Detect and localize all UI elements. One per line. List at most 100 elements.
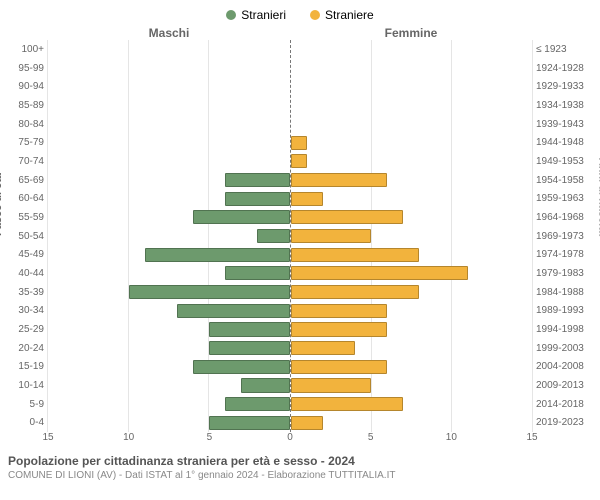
table-row (48, 301, 290, 320)
bar-female (291, 341, 355, 355)
birth-year-label: 1924-1928 (536, 59, 600, 78)
table-row (48, 245, 290, 264)
table-row (291, 376, 533, 395)
chart-subtitle: COMUNE DI LIONI (AV) - Dati ISTAT al 1° … (8, 470, 592, 481)
birth-year-labels: ≤ 19231924-19281929-19331934-19381939-19… (532, 40, 600, 432)
age-band-label: 35-39 (0, 283, 44, 302)
age-band-label: 60-64 (0, 189, 44, 208)
column-headers: Maschi Femmine (0, 26, 600, 40)
table-row (291, 339, 533, 358)
table-row (291, 283, 533, 302)
bar-female (291, 136, 307, 150)
table-row (48, 208, 290, 227)
bar-female (291, 322, 388, 336)
table-row (48, 339, 290, 358)
bar-female (291, 360, 388, 374)
header-male: Maschi (48, 26, 290, 40)
table-row (291, 115, 533, 134)
female-side (291, 40, 533, 432)
x-axis-female: 51015 (290, 432, 532, 448)
table-row (48, 171, 290, 190)
bar-male (225, 173, 289, 187)
table-row (291, 264, 533, 283)
bar-male (193, 360, 290, 374)
age-band-label: 15-19 (0, 357, 44, 376)
y-axis-label-left: Fasce di età (0, 173, 4, 236)
bar-female (291, 416, 323, 430)
x-tick: 5 (368, 432, 374, 443)
birth-year-label: 1929-1933 (536, 77, 600, 96)
age-band-label: 30-34 (0, 301, 44, 320)
bar-male (177, 304, 290, 318)
bar-male (225, 192, 289, 206)
age-band-label: 45-49 (0, 245, 44, 264)
table-row (48, 395, 290, 414)
table-row (291, 133, 533, 152)
birth-year-label: 2019-2023 (536, 413, 600, 432)
age-band-label: 0-4 (0, 413, 44, 432)
bar-male (193, 210, 290, 224)
table-row (291, 395, 533, 414)
x-tick: 10 (446, 432, 457, 443)
age-band-label: 25-29 (0, 320, 44, 339)
age-band-label: 70-74 (0, 152, 44, 171)
x-tick: 5 (207, 432, 213, 443)
bar-female (291, 285, 420, 299)
age-band-label: 5-9 (0, 395, 44, 414)
birth-year-label: 1989-1993 (536, 301, 600, 320)
table-row (291, 320, 533, 339)
age-band-label: 75-79 (0, 133, 44, 152)
birth-year-label: 1964-1968 (536, 208, 600, 227)
x-axis-male: 051015 (48, 432, 290, 448)
table-row (291, 171, 533, 190)
birth-year-label: 1979-1983 (536, 264, 600, 283)
birth-year-label: 1969-1973 (536, 227, 600, 246)
table-row (48, 77, 290, 96)
birth-year-label: 1959-1963 (536, 189, 600, 208)
legend-swatch-male (226, 10, 236, 20)
x-axis: 051015 51015 (0, 432, 600, 448)
table-row (291, 77, 533, 96)
table-row (291, 40, 533, 59)
table-row (48, 264, 290, 283)
birth-year-label: 2014-2018 (536, 395, 600, 414)
x-tick: 10 (123, 432, 134, 443)
table-row (291, 208, 533, 227)
x-tick: 15 (42, 432, 53, 443)
age-band-label: 95-99 (0, 59, 44, 78)
legend-swatch-female (310, 10, 320, 20)
birth-year-label: 1939-1943 (536, 115, 600, 134)
bar-female (291, 192, 323, 206)
bar-female (291, 248, 420, 262)
table-row (48, 40, 290, 59)
bar-male (209, 416, 289, 430)
table-row (48, 283, 290, 302)
age-band-label: 90-94 (0, 77, 44, 96)
table-row (48, 376, 290, 395)
header-female: Femmine (290, 26, 532, 40)
age-band-label: 65-69 (0, 171, 44, 190)
table-row (48, 357, 290, 376)
table-row (291, 413, 533, 432)
chart-title: Popolazione per cittadinanza straniera p… (8, 454, 592, 468)
bar-male (209, 322, 289, 336)
age-band-label: 80-84 (0, 115, 44, 134)
birth-year-label: 1999-2003 (536, 339, 600, 358)
legend-item-male: Stranieri (226, 8, 286, 22)
age-band-label: 85-89 (0, 96, 44, 115)
bar-female (291, 173, 388, 187)
bar-female (291, 229, 371, 243)
legend: Stranieri Straniere (0, 0, 600, 26)
birth-year-label: 1984-1988 (536, 283, 600, 302)
table-row (48, 152, 290, 171)
table-row (48, 96, 290, 115)
gridline (532, 40, 533, 432)
table-row (48, 133, 290, 152)
y-axis-label-right: Anni di nascita (596, 158, 600, 236)
table-row (48, 115, 290, 134)
birth-year-label: 1994-1998 (536, 320, 600, 339)
table-row (48, 320, 290, 339)
bar-male (225, 397, 289, 411)
birth-year-label: 2009-2013 (536, 376, 600, 395)
table-row (48, 189, 290, 208)
